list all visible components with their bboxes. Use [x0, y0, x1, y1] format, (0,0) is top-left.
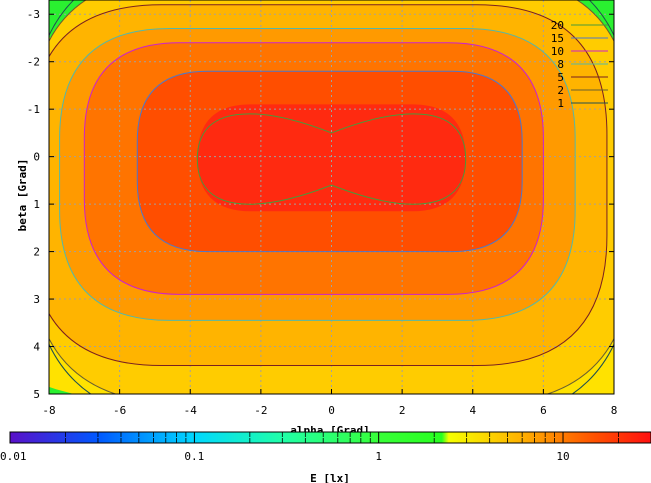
colorbar-tick-label: 0.1 — [184, 450, 204, 463]
corner-patch — [49, 0, 141, 38]
colorbar-tick-label: 1 — [375, 450, 382, 463]
contour-line — [196, 113, 467, 205]
axes: alpha [Grad] beta [Grad] -8 -6 -4 -2 0 2 4 6 8-3… — [16, 8, 617, 437]
colorbar-tick-label: 0.01 — [0, 450, 27, 463]
x-tick-label: 2 — [399, 404, 406, 417]
y-tick-label: 3 — [33, 293, 40, 306]
legend-label: 2 — [557, 84, 564, 97]
y-axis-label: beta [Grad] — [16, 159, 29, 232]
corner-patch — [49, 386, 74, 394]
y-tick-label: -2 — [27, 56, 40, 69]
y-tick-label: -1 — [27, 103, 40, 116]
x-tick-label: -4 — [184, 404, 198, 417]
colorbar: E [lx] 0.01 0.1 1 10 — [0, 431, 651, 483]
level-band — [197, 104, 466, 212]
legend-label: 5 — [557, 71, 564, 84]
y-tick-label: 0 — [33, 151, 40, 164]
y-tick-label: 4 — [33, 341, 40, 354]
x-tick-label: 8 — [611, 404, 618, 417]
x-tick-label: -6 — [113, 404, 126, 417]
x-tick-label: 4 — [469, 404, 476, 417]
colorbar-label: E [lx] — [310, 472, 350, 483]
contour-lines — [49, 0, 614, 394]
x-tick-label: -8 — [42, 404, 55, 417]
legend-label: 15 — [551, 32, 564, 45]
contour-line — [83, 42, 544, 295]
contour-line — [59, 27, 576, 321]
y-tick-label: 5 — [33, 388, 40, 401]
contour-line — [49, 4, 608, 367]
legend-label: 10 — [551, 45, 564, 58]
plot-area — [48, 0, 615, 395]
x-tick-label: -2 — [254, 404, 267, 417]
contour-line — [49, 0, 614, 394]
contour-line — [136, 70, 523, 253]
y-tick-label: -3 — [27, 8, 40, 21]
legend-label: 20 — [551, 19, 564, 32]
legend-label: 8 — [557, 58, 564, 71]
y-tick-label: 2 — [33, 246, 40, 259]
x-tick-label: 6 — [540, 404, 547, 417]
x-tick-label: 0 — [328, 404, 335, 417]
colorbar-tick-label: 10 — [556, 450, 569, 463]
legend-label: 1 — [557, 97, 564, 110]
y-tick-label: 1 — [33, 198, 40, 211]
